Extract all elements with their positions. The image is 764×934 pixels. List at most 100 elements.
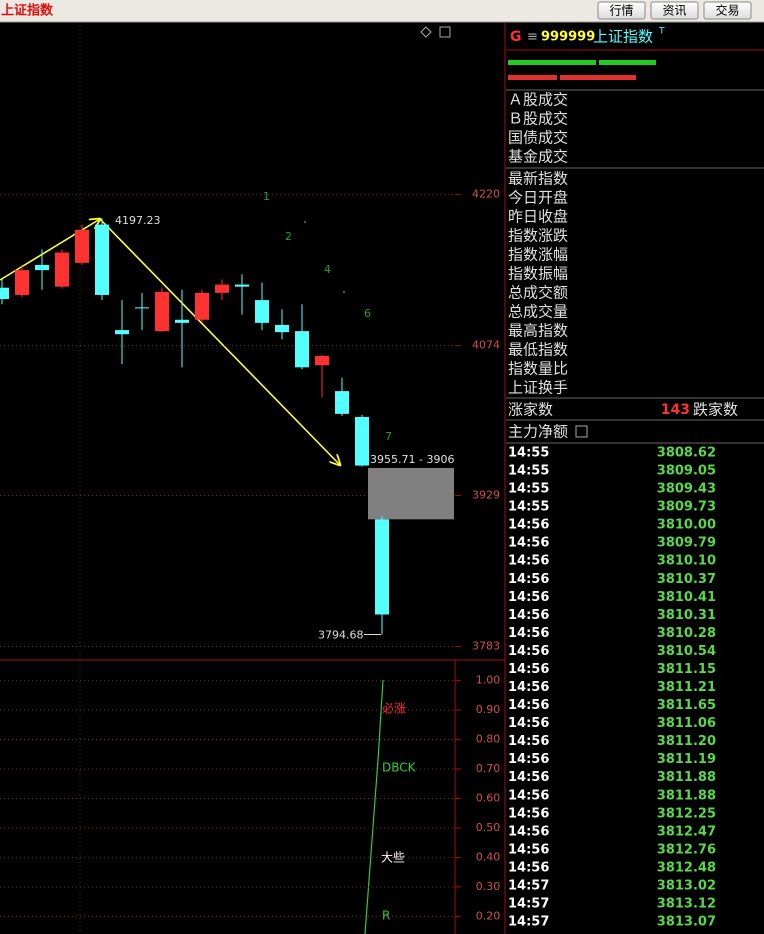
tick-time: 14:56 (508, 824, 549, 839)
tick-value: 3813.02 (657, 878, 716, 893)
indicator-label: 必涨 (382, 701, 406, 716)
candle-body (275, 324, 289, 333)
net-flow-label: 主力净额 (508, 423, 568, 441)
tick-value: 3811.15 (657, 662, 716, 677)
field-label: 上证换手 (508, 379, 568, 397)
tick-time: 14:56 (508, 842, 549, 857)
wave-dot (304, 221, 306, 223)
y-tick-label: 3929 (472, 489, 500, 502)
tick-time: 14:56 (508, 788, 549, 803)
volume-bar (508, 75, 557, 80)
tick-time: 14:56 (508, 644, 549, 659)
tick-value: 3811.19 (657, 752, 716, 767)
candle-body (95, 224, 109, 295)
tick-value: 3810.31 (657, 608, 716, 623)
high-label: 4197.23 (115, 214, 161, 227)
candle-body (55, 252, 69, 287)
tick-time: 14:55 (508, 482, 549, 497)
tick-value: 3812.76 (657, 842, 716, 857)
y-tick-label: 0.60 (476, 791, 501, 804)
net-flow-icon[interactable] (575, 425, 588, 438)
indicator-label: 大些 (381, 851, 405, 865)
trend-arrow (99, 218, 340, 465)
menu-icon[interactable]: ≡ (527, 30, 538, 45)
candle-body (295, 331, 309, 368)
y-tick-label: 4220 (472, 188, 500, 201)
field-label: 指数涨幅 (508, 246, 568, 264)
tick-time: 14:56 (508, 698, 549, 713)
tick-time: 14:56 (508, 608, 549, 623)
field-label: 最高指数 (508, 322, 568, 340)
tick-time: 14:55 (508, 464, 549, 479)
suffix: T (658, 27, 665, 37)
candle-body (0, 287, 9, 300)
button-label[interactable]: 行情 (609, 4, 633, 18)
field-label: Ｂ股成交 (508, 110, 568, 128)
y-tick-label: 0.30 (476, 880, 501, 893)
candle-body (35, 264, 49, 271)
diamond-icon[interactable] (420, 26, 432, 38)
tick-value: 3809.43 (657, 482, 716, 497)
tick-value: 3812.25 (657, 806, 716, 821)
tick-value: 3811.20 (657, 734, 716, 749)
tick-value: 3811.88 (657, 770, 716, 785)
low-label: 3794.68 (318, 628, 364, 641)
button[interactable] (703, 1, 752, 20)
tick-time: 14:56 (508, 518, 549, 533)
field-label: 国债成交 (508, 129, 568, 147)
candle-body (175, 319, 189, 323)
tick-time: 14:56 (508, 554, 549, 569)
tick-value: 3810.54 (657, 644, 716, 659)
tick-time: 14:56 (508, 716, 549, 731)
decline-label: 跌家数 (693, 401, 738, 419)
tick-value: 3811.65 (657, 698, 716, 713)
field-label: 总成交量 (508, 303, 568, 321)
indicator-label: DBCK (382, 761, 417, 775)
flag: G (510, 29, 522, 45)
tick-value: 3809.73 (657, 500, 716, 515)
field-label: 昨日收盘 (508, 208, 568, 226)
tick-value: 3813.07 (657, 915, 716, 930)
wave-label: 6 (364, 307, 371, 320)
tick-time: 14:56 (508, 536, 549, 551)
y-tick-label: 1.00 (476, 674, 501, 687)
window-icon[interactable] (439, 26, 451, 38)
button-label[interactable]: 资讯 (662, 4, 686, 18)
y-tick-label: 0.90 (476, 703, 501, 716)
tick-time: 14:56 (508, 662, 549, 677)
button-label[interactable]: 交易 (715, 3, 739, 18)
advance-count: 143 (661, 402, 690, 418)
tick-time: 14:57 (508, 897, 549, 912)
field-label: 最新指数 (508, 170, 568, 188)
trend-arrow (0, 219, 100, 281)
y-tick-label: 4074 (472, 339, 500, 352)
wave-label: 2 (285, 230, 292, 243)
tick-time: 14:55 (508, 446, 549, 461)
window-title: 上证指数 (1, 3, 54, 19)
tick-time: 14:57 (508, 915, 549, 930)
tick-value: 3811.88 (657, 788, 716, 803)
volume-bar (560, 75, 636, 80)
volume-bar (599, 60, 656, 65)
button[interactable] (650, 1, 699, 20)
tick-value: 3809.79 (657, 536, 716, 551)
candle-body (375, 519, 389, 615)
tick-time: 14:57 (508, 878, 549, 893)
candle-body (115, 330, 129, 335)
candle-body (355, 416, 369, 466)
field-label: Ａ股成交 (508, 91, 568, 109)
tick-time: 14:56 (508, 680, 549, 695)
button[interactable] (597, 1, 646, 20)
tick-value: 3810.00 (657, 518, 716, 533)
range-label: 3955.71 - 3906 (370, 453, 454, 466)
tick-time: 14:56 (508, 734, 549, 749)
tick-time: 14:56 (508, 626, 549, 641)
tick-value: 3808.62 (657, 446, 716, 461)
field-label: 指数振幅 (508, 265, 568, 283)
stock-name: 上证指数 (593, 28, 653, 46)
wave-label: 1 (263, 190, 270, 203)
tick-value: 3810.37 (657, 572, 716, 587)
